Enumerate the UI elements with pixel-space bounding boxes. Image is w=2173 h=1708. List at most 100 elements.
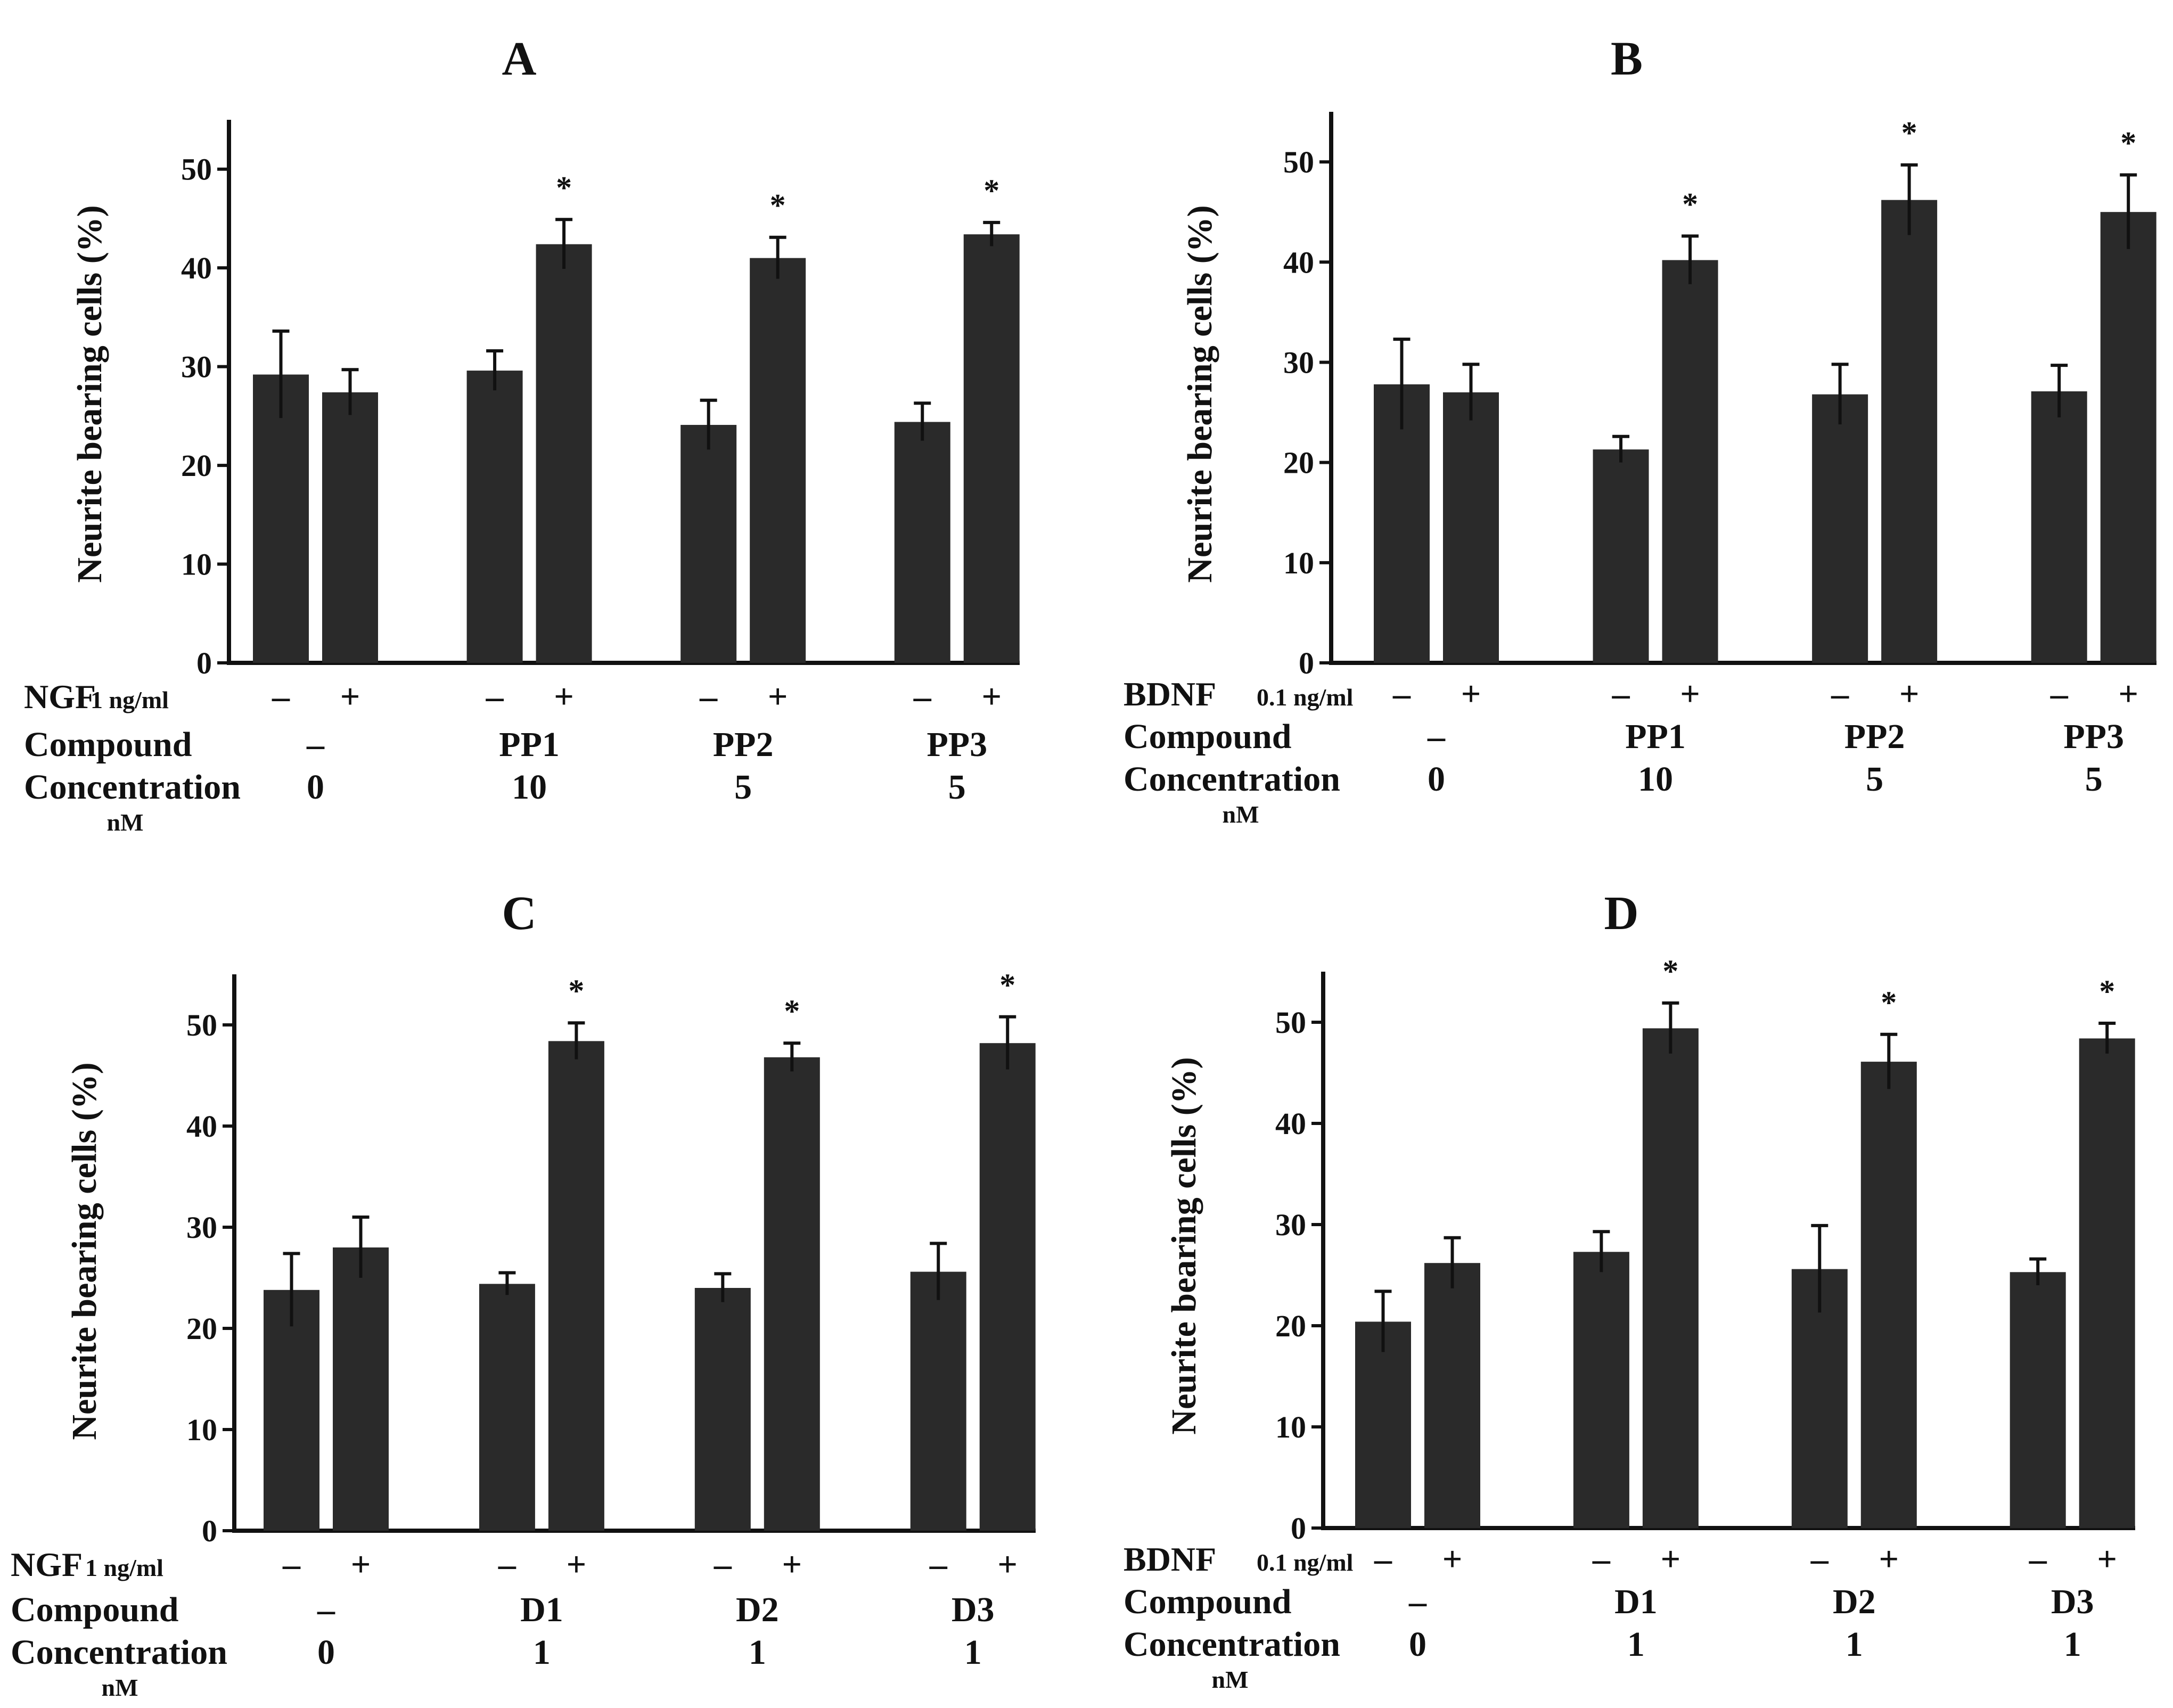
significance-marker: *: [2120, 126, 2136, 161]
bar: [750, 258, 806, 663]
y-tick-label: 40: [186, 1109, 217, 1144]
treatment-sign: –: [486, 677, 504, 716]
y-tick-label: 50: [1275, 1005, 1306, 1040]
bar: [963, 234, 1020, 663]
y-tick-label: 20: [1275, 1309, 1306, 1343]
treatment-sign: +: [768, 677, 788, 716]
concentration-value: 0: [1428, 760, 1445, 799]
treatment-sign: +: [351, 1545, 371, 1584]
significance-marker: *: [999, 967, 1015, 1003]
concentration-value: 1: [2064, 1625, 2081, 1664]
y-tick-label: 0: [196, 646, 212, 680]
y-tick-label: 20: [181, 448, 212, 483]
concentration-value: 1: [1627, 1625, 1645, 1664]
bar: [264, 1290, 319, 1531]
compound-name: PP3: [926, 725, 987, 764]
bar: [1374, 384, 1430, 663]
bar: [2100, 212, 2156, 663]
y-tick-label: 0: [1299, 646, 1314, 680]
compound-name: PP2: [1844, 717, 1905, 756]
bar: [2010, 1272, 2066, 1528]
significance-marker: *: [556, 170, 572, 205]
significance-marker: *: [1662, 954, 1678, 989]
concentration-value: 0: [1409, 1625, 1426, 1664]
y-axis-label: Neurite bearing cells (%): [1165, 1057, 1203, 1434]
compound-name: PP1: [1625, 717, 1686, 756]
y-tick-label: 20: [1283, 446, 1314, 480]
bar: [764, 1057, 820, 1531]
concentration-unit: nM: [102, 1674, 138, 1701]
panel-title: C: [502, 887, 537, 940]
y-tick-label: 0: [1291, 1511, 1306, 1546]
treatment-sign: +: [782, 1545, 802, 1584]
concentration-value: 10: [512, 768, 547, 807]
panel-title: D: [1604, 887, 1639, 940]
bar: [979, 1043, 1036, 1531]
bar: [1642, 1028, 1699, 1528]
y-tick-label: 40: [181, 251, 212, 285]
y-tick-label: 40: [1283, 245, 1314, 280]
significance-marker: *: [1881, 985, 1897, 1020]
treatment-sign: +: [1879, 1540, 1899, 1579]
treatment-sign: +: [1661, 1540, 1681, 1579]
treatment-sign: –: [1612, 675, 1630, 713]
treatment-sign: –: [714, 1545, 732, 1584]
concentration-value: 5: [2085, 760, 2103, 799]
y-tick-label: 10: [1283, 546, 1314, 580]
treatment-dose: 0.1 ng/ml: [1257, 1549, 1353, 1576]
significance-marker: *: [983, 173, 999, 208]
bar: [1443, 392, 1499, 663]
bar: [333, 1247, 389, 1531]
bar: [1573, 1252, 1629, 1528]
y-tick-label: 10: [181, 547, 212, 582]
compound-row-label: Compound: [1124, 717, 1291, 756]
compound-name: D2: [1833, 1582, 1876, 1621]
treatment-sign: –: [282, 1545, 301, 1584]
treatment-sign: –: [699, 677, 718, 716]
treatment-label: NGF: [24, 678, 96, 716]
concentration-unit: nM: [1223, 801, 1259, 828]
treatment-sign: –: [1392, 675, 1411, 713]
bar: [1662, 260, 1718, 663]
y-tick-label: 50: [1283, 145, 1314, 179]
bar: [1881, 200, 1938, 663]
treatment-sign: +: [2097, 1540, 2117, 1579]
concentration-value: 1: [1846, 1625, 1863, 1664]
bar: [536, 244, 592, 663]
treatment-sign: +: [567, 1545, 587, 1584]
bar: [479, 1284, 535, 1531]
bar: [322, 392, 378, 663]
compound-name: –: [317, 1590, 335, 1629]
compound-name: D2: [736, 1590, 779, 1629]
panel-title: A: [502, 32, 537, 85]
concentration-value: 10: [1638, 760, 1673, 799]
treatment-label: NGF: [11, 1546, 83, 1583]
concentration-value: 5: [948, 768, 966, 807]
bar: [1424, 1263, 1480, 1528]
compound-name: –: [306, 725, 325, 764]
treatment-sign: –: [913, 677, 932, 716]
bar: [253, 374, 309, 663]
compound-name: PP1: [499, 725, 560, 764]
compound-row-label: Compound: [24, 725, 192, 764]
concentration-unit: nM: [107, 809, 144, 836]
compound-name: PP3: [2063, 717, 2124, 756]
compound-name: PP2: [713, 725, 774, 764]
compound-row-label: Compound: [1124, 1582, 1291, 1621]
concentration-row-label: Concentration: [1124, 1625, 1340, 1664]
concentration-value: 1: [533, 1633, 551, 1672]
panel-title: B: [1611, 32, 1643, 85]
concentration-row-label: Concentration: [24, 768, 241, 807]
concentration-row-label: Concentration: [11, 1633, 227, 1672]
treatment-sign: +: [1899, 675, 1920, 713]
treatment-sign: –: [1374, 1540, 1392, 1579]
treatment-sign: +: [981, 677, 1002, 716]
treatment-sign: –: [1810, 1540, 1829, 1579]
concentration-value: 1: [964, 1633, 982, 1672]
y-axis-label: Neurite bearing cells (%): [65, 1062, 104, 1440]
concentration-value: 0: [307, 768, 324, 807]
